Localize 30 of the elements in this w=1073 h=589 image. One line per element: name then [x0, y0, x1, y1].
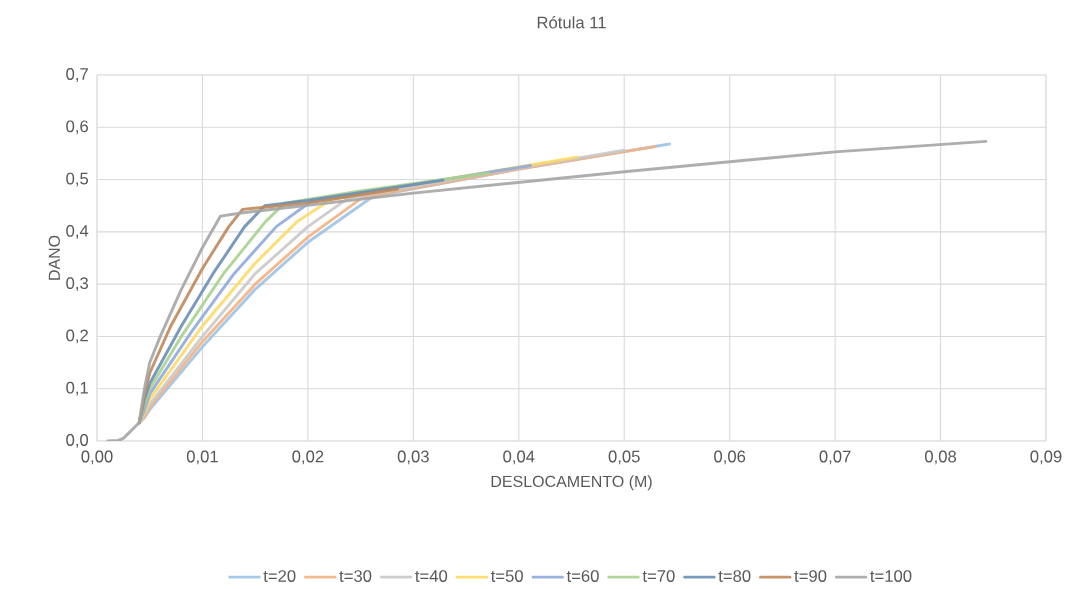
x-tick-label: 0,00: [81, 450, 113, 465]
y-tick-label: 0,4: [66, 224, 89, 239]
x-axis-title: DESLOCAMENTO (M): [491, 475, 652, 490]
y-axis-title: DANO: [48, 235, 60, 280]
legend-label: t=50: [490, 569, 523, 582]
y-tick-label: 0,1: [66, 381, 88, 396]
legend-label: t=30: [339, 569, 372, 582]
legend-label: t=60: [566, 569, 599, 582]
x-tick-label: 0,08: [924, 450, 957, 465]
y-tick-label: 0,6: [66, 120, 89, 134]
x-tick-label: 0,05: [608, 450, 640, 465]
x-tick-label: 0,02: [292, 450, 324, 465]
y-tick-label: 0,7: [66, 67, 88, 82]
legend-label: t=80: [718, 569, 751, 582]
x-tick-label: 0,06: [714, 450, 746, 465]
chart-title: Rótula 11: [537, 15, 606, 29]
x-tick-label: 0,01: [186, 450, 218, 465]
y-tick-label: 0,5: [66, 172, 89, 187]
x-tick-label: 0,09: [1030, 450, 1062, 465]
legend-label: t=40: [415, 569, 448, 582]
x-tick-label: 0,07: [819, 450, 851, 465]
legend-label: t=90: [794, 569, 827, 582]
x-tick-label: 0,04: [503, 450, 535, 465]
legend-label: t=20: [263, 569, 296, 582]
y-tick-label: 0,0: [66, 433, 89, 448]
y-tick-label: 0,2: [66, 329, 88, 344]
x-tick-label: 0,03: [397, 450, 429, 465]
legend-label: t=70: [642, 569, 675, 582]
legend-label: t=100: [870, 569, 912, 582]
y-tick-label: 0,3: [66, 277, 89, 291]
